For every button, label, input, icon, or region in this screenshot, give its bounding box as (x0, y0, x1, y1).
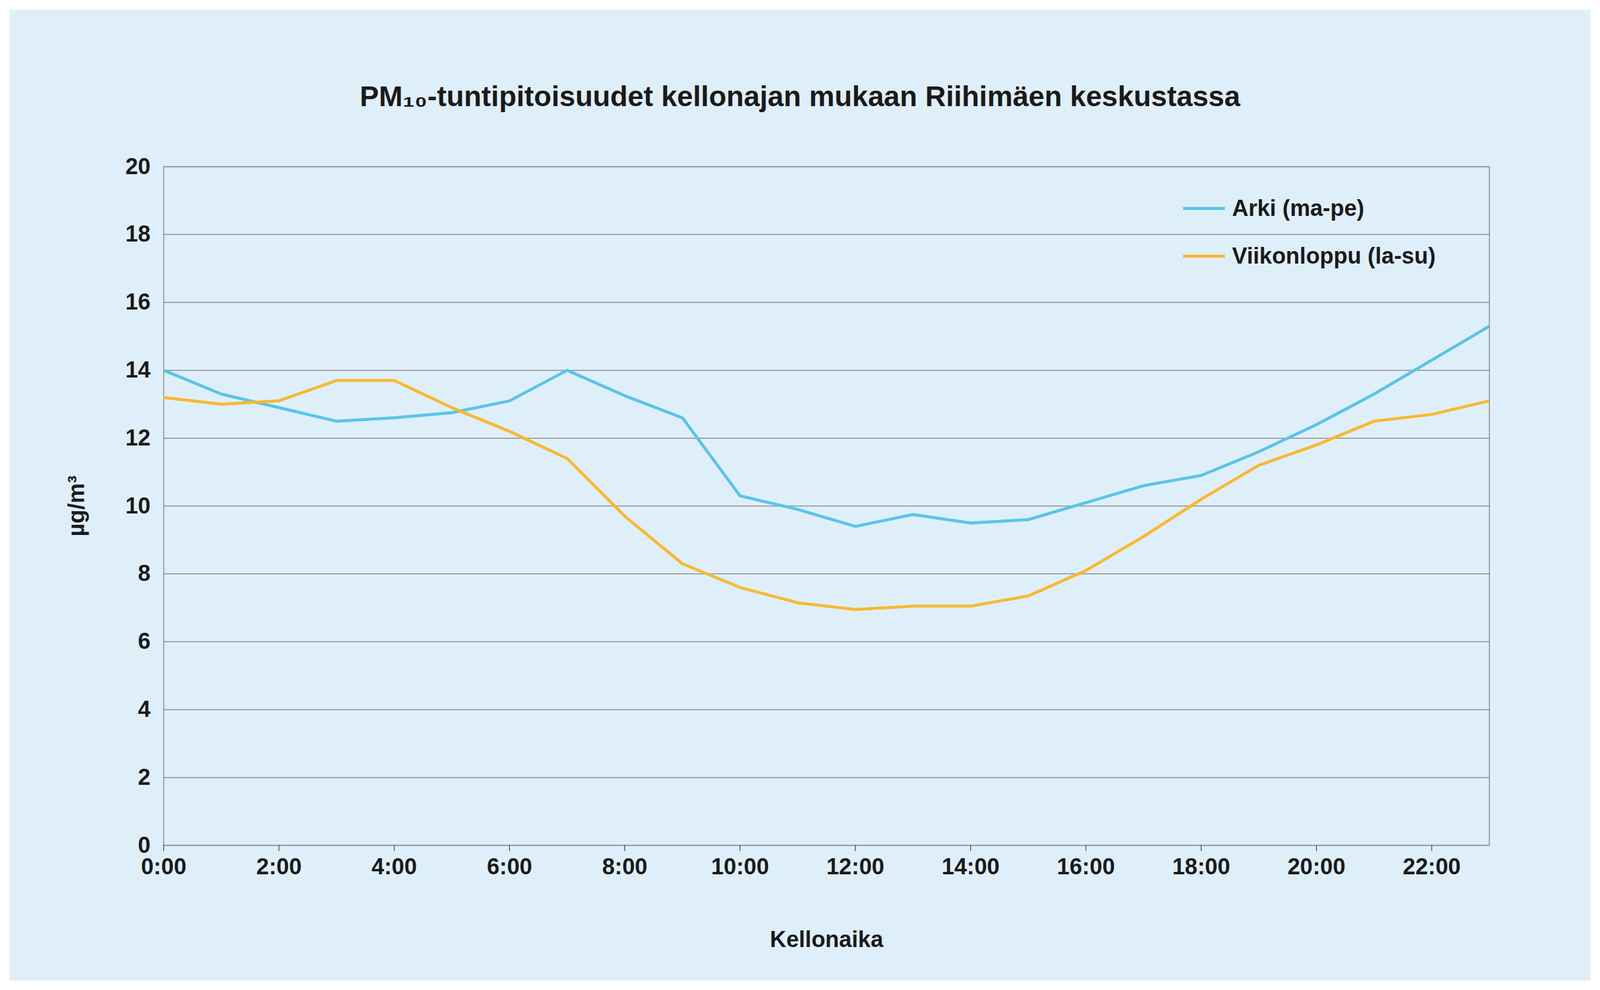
svg-text:20: 20 (125, 153, 151, 179)
html-text:Viikonloppu (la-su): Viikonloppu (la-su) (1232, 243, 1436, 269)
svg-text:16: 16 (125, 289, 151, 315)
svg-text:0:00: 0:00 (140, 853, 187, 880)
svg-text:6: 6 (137, 628, 151, 654)
svg-text:0: 0 (137, 832, 151, 858)
html-text:PM₁₀-tuntipitoisuudet kellonaj: PM₁₀-tuntipitoisuudet kellonajan mukaan … (359, 80, 1241, 113)
svg-text:14:00: 14:00 (941, 853, 1000, 880)
svg-text:2: 2 (137, 764, 151, 790)
svg-text:4:00: 4:00 (371, 853, 417, 880)
svg-text:8:00: 8:00 (602, 853, 648, 880)
svg-text:Kellonaika: Kellonaika (769, 926, 884, 952)
svg-text:10: 10 (125, 493, 151, 519)
svg-text:20:00: 20:00 (1287, 853, 1346, 880)
svg-text:8: 8 (137, 560, 151, 586)
svg-text:12: 12 (125, 425, 151, 451)
html-text:Arki (ma-pe): Arki (ma-pe) (1232, 195, 1365, 221)
svg-text:16:00: 16:00 (1056, 853, 1115, 880)
svg-text:22:00: 22:00 (1402, 853, 1461, 880)
svg-text:2:00: 2:00 (256, 853, 302, 880)
svg-text:10:00: 10:00 (710, 853, 769, 880)
svg-text:18:00: 18:00 (1172, 853, 1231, 880)
svg-text:µg/m³: µg/m³ (63, 475, 89, 537)
svg-text:18: 18 (125, 221, 151, 247)
svg-text:6:00: 6:00 (486, 853, 532, 880)
svg-text:14: 14 (125, 357, 151, 383)
svg-text:12:00: 12:00 (826, 853, 885, 880)
svg-text:4: 4 (137, 696, 151, 722)
